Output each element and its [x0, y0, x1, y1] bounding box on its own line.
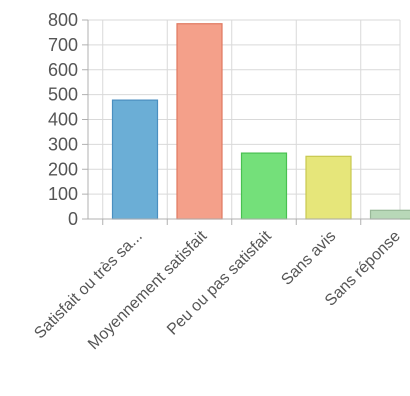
- y-tick-label: 200: [48, 159, 78, 179]
- y-tick-labels: 0 100 200 300 400 500 600 700 800: [48, 10, 78, 229]
- bars: [111, 23, 410, 220]
- bar: [305, 155, 352, 220]
- y-tick-label: 600: [48, 60, 78, 80]
- y-tick-label: 100: [48, 184, 78, 204]
- bar: [240, 152, 288, 220]
- grid-lines: [88, 19, 401, 219]
- x-tick-label: Moyennement satisfait: [85, 227, 211, 353]
- axes: [82, 19, 400, 225]
- x-tick-label: Satisfait ou très sa...: [31, 228, 146, 343]
- bar: [369, 209, 410, 220]
- y-tick-label: 500: [48, 85, 78, 105]
- x-tick-labels: Satisfait ou très sa...Moyennement satis…: [31, 227, 404, 353]
- y-tick-label: 700: [48, 35, 78, 55]
- y-tick-label: 0: [68, 209, 78, 229]
- y-tick-label: 300: [48, 134, 78, 154]
- y-tick-label: 400: [48, 110, 78, 130]
- y-tick-label: 800: [48, 10, 78, 30]
- bar: [176, 23, 223, 220]
- bar: [111, 99, 159, 220]
- x-tick-label: Sans avis: [278, 228, 339, 289]
